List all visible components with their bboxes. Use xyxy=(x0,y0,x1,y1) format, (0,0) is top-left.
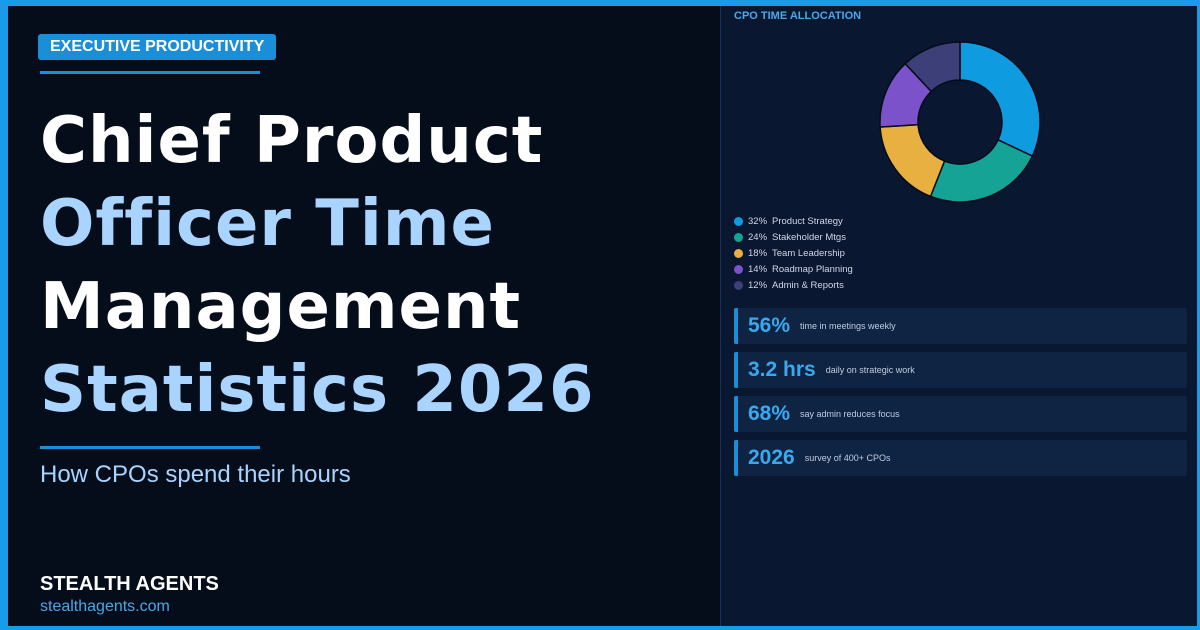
chart-title: CPO TIME ALLOCATION xyxy=(734,10,862,22)
legend-dot xyxy=(734,233,743,242)
legend-dot xyxy=(734,281,743,290)
stat-text: daily on strategic work xyxy=(825,365,915,375)
brand: STEALTH AGENTS xyxy=(40,573,219,595)
donut-segment xyxy=(959,41,1041,158)
stat-value: 2026 xyxy=(748,446,795,469)
donut-segment xyxy=(929,138,1034,203)
legend-label: Stakeholder Mtgs xyxy=(772,232,846,243)
rule xyxy=(40,446,260,449)
legend-item: 32% Product Strategy xyxy=(734,216,843,227)
legend-value: 14% xyxy=(748,264,768,275)
legend-label: Admin & Reports xyxy=(772,280,844,291)
title-line: Statistics 2026 xyxy=(40,353,595,427)
legend-label: Team Leadership xyxy=(772,248,845,259)
stat-value: 68% xyxy=(748,402,791,425)
legend-item: 18% Team Leadership xyxy=(734,248,845,259)
stat-card: 3.2 hrs daily on strategic work xyxy=(734,352,1187,388)
stat-value: 56% xyxy=(748,314,791,337)
legend-item: 24% Stakeholder Mtgs xyxy=(734,232,846,243)
legend-dot xyxy=(734,265,743,274)
legend-item: 14% Roadmap Planning xyxy=(734,264,853,275)
badge: EXECUTIVE PRODUCTIVITY xyxy=(38,34,277,60)
legend-label: Roadmap Planning xyxy=(772,264,853,275)
title-line: Officer Time xyxy=(40,187,495,261)
donut-segment xyxy=(879,123,946,198)
legend-value: 24% xyxy=(748,232,768,243)
stat-card: 68% say admin reduces focus xyxy=(734,396,1187,432)
stat-value: 3.2 hrs xyxy=(748,358,816,381)
rule xyxy=(40,71,260,74)
stat-text: say admin reduces focus xyxy=(800,409,900,419)
stat-card: 56% time in meetings weekly xyxy=(734,308,1187,344)
title-line: Chief Product xyxy=(40,104,544,178)
legend-dot xyxy=(734,217,743,226)
stat-card: 2026 survey of 400+ CPOs xyxy=(734,440,1187,476)
stat-text: survey of 400+ CPOs xyxy=(804,453,891,463)
donut-segment xyxy=(904,41,961,93)
legend-dot xyxy=(734,249,743,258)
url[interactable]: stealthagents.com xyxy=(40,598,170,615)
title-line: Management xyxy=(40,270,522,344)
legend-label: Product Strategy xyxy=(772,216,843,227)
donut xyxy=(879,41,1041,203)
legend-value: 32% xyxy=(748,216,768,227)
stat-text: time in meetings weekly xyxy=(800,321,896,331)
subtitle: How CPOs spend their hours xyxy=(40,461,351,488)
legend-item: 12% Admin & Reports xyxy=(734,280,844,291)
legend-value: 18% xyxy=(748,248,768,259)
legend-value: 12% xyxy=(748,280,768,291)
